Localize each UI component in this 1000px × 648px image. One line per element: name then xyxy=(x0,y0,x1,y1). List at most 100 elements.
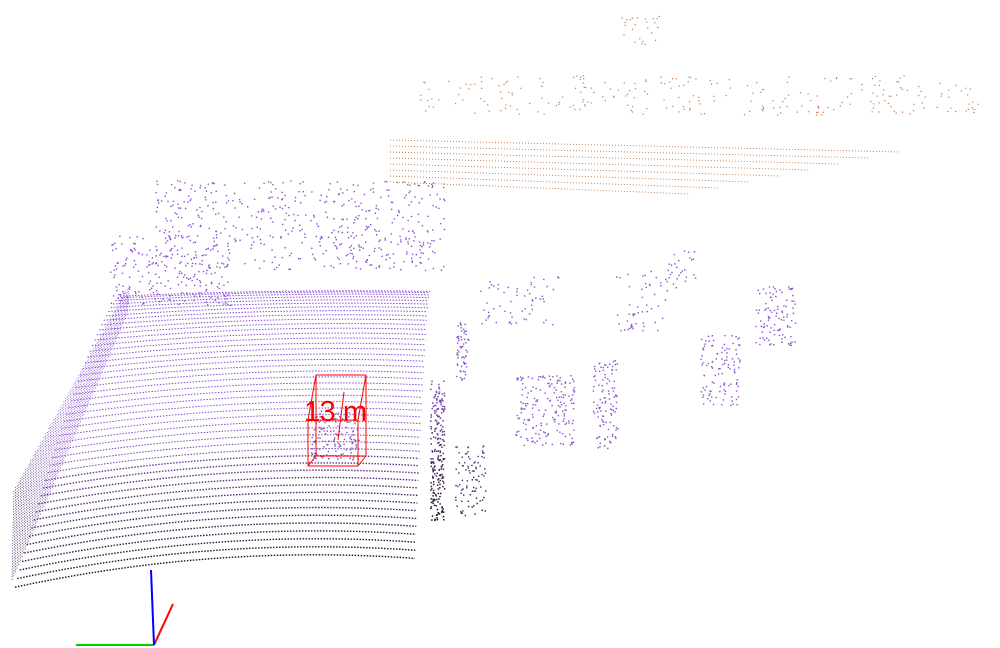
point xyxy=(455,468,457,470)
point xyxy=(234,207,236,209)
wall-scan-column xyxy=(116,302,120,339)
point xyxy=(593,376,595,378)
point xyxy=(427,258,430,260)
point xyxy=(289,254,291,257)
point xyxy=(833,109,835,111)
point xyxy=(166,220,168,222)
point xyxy=(530,390,532,392)
point xyxy=(801,105,803,107)
point xyxy=(583,78,585,80)
point xyxy=(775,295,777,298)
point xyxy=(778,317,780,320)
point xyxy=(474,112,476,114)
point xyxy=(702,387,704,389)
point xyxy=(339,244,341,246)
point xyxy=(647,93,649,95)
point xyxy=(123,292,125,294)
point xyxy=(656,18,658,20)
point xyxy=(351,198,353,200)
point xyxy=(607,378,609,380)
point xyxy=(878,84,881,87)
point xyxy=(545,319,547,321)
point xyxy=(624,24,626,26)
scan-ring xyxy=(33,491,418,521)
point xyxy=(597,411,599,413)
point xyxy=(709,390,711,392)
point xyxy=(350,452,352,454)
point xyxy=(572,394,574,396)
point xyxy=(711,381,713,383)
point xyxy=(460,327,462,329)
point xyxy=(522,408,524,410)
wall-scan-column xyxy=(63,397,67,461)
point xyxy=(614,436,617,438)
point xyxy=(333,440,335,442)
point xyxy=(481,473,483,476)
point xyxy=(458,93,460,96)
point xyxy=(626,19,628,21)
point xyxy=(434,252,436,254)
point xyxy=(556,375,558,377)
point xyxy=(606,382,608,385)
point xyxy=(460,492,462,494)
point xyxy=(529,102,531,105)
point xyxy=(788,286,790,288)
point xyxy=(201,210,203,213)
point xyxy=(599,442,601,444)
wall-scan-column xyxy=(99,332,103,377)
point xyxy=(199,281,202,284)
point xyxy=(439,450,442,452)
point xyxy=(517,430,520,432)
point xyxy=(635,323,637,325)
point xyxy=(133,260,136,262)
point xyxy=(437,484,439,486)
point xyxy=(772,293,774,295)
point xyxy=(473,490,475,492)
point xyxy=(430,414,432,416)
point xyxy=(349,437,351,440)
point xyxy=(143,302,145,305)
point xyxy=(508,322,511,324)
point xyxy=(434,518,436,520)
point xyxy=(210,282,213,285)
point xyxy=(216,286,219,288)
point xyxy=(520,401,522,403)
point xyxy=(539,429,542,431)
point xyxy=(545,435,547,438)
point xyxy=(782,101,784,103)
point xyxy=(683,250,686,252)
point xyxy=(175,234,177,237)
point xyxy=(702,403,705,405)
scan-ring xyxy=(101,314,428,326)
point xyxy=(461,489,463,491)
point xyxy=(463,494,465,496)
point xyxy=(227,263,229,266)
point xyxy=(627,328,629,330)
wall-scan-column xyxy=(69,385,73,446)
point xyxy=(461,346,463,348)
point xyxy=(460,370,462,373)
far-scan-row xyxy=(389,151,841,165)
point xyxy=(199,225,202,228)
point xyxy=(357,217,359,220)
point xyxy=(117,262,119,264)
point xyxy=(365,225,368,228)
point xyxy=(352,232,354,234)
point xyxy=(274,188,277,190)
point xyxy=(713,382,715,384)
point xyxy=(773,329,775,331)
point xyxy=(642,322,644,324)
point xyxy=(135,263,137,266)
point xyxy=(612,360,615,363)
point xyxy=(737,338,739,340)
point xyxy=(340,457,342,459)
point xyxy=(403,181,405,183)
point xyxy=(159,230,161,232)
point xyxy=(582,75,584,77)
point xyxy=(213,240,215,243)
point xyxy=(524,403,527,405)
point xyxy=(527,402,529,405)
point xyxy=(352,430,355,432)
point xyxy=(419,244,422,247)
